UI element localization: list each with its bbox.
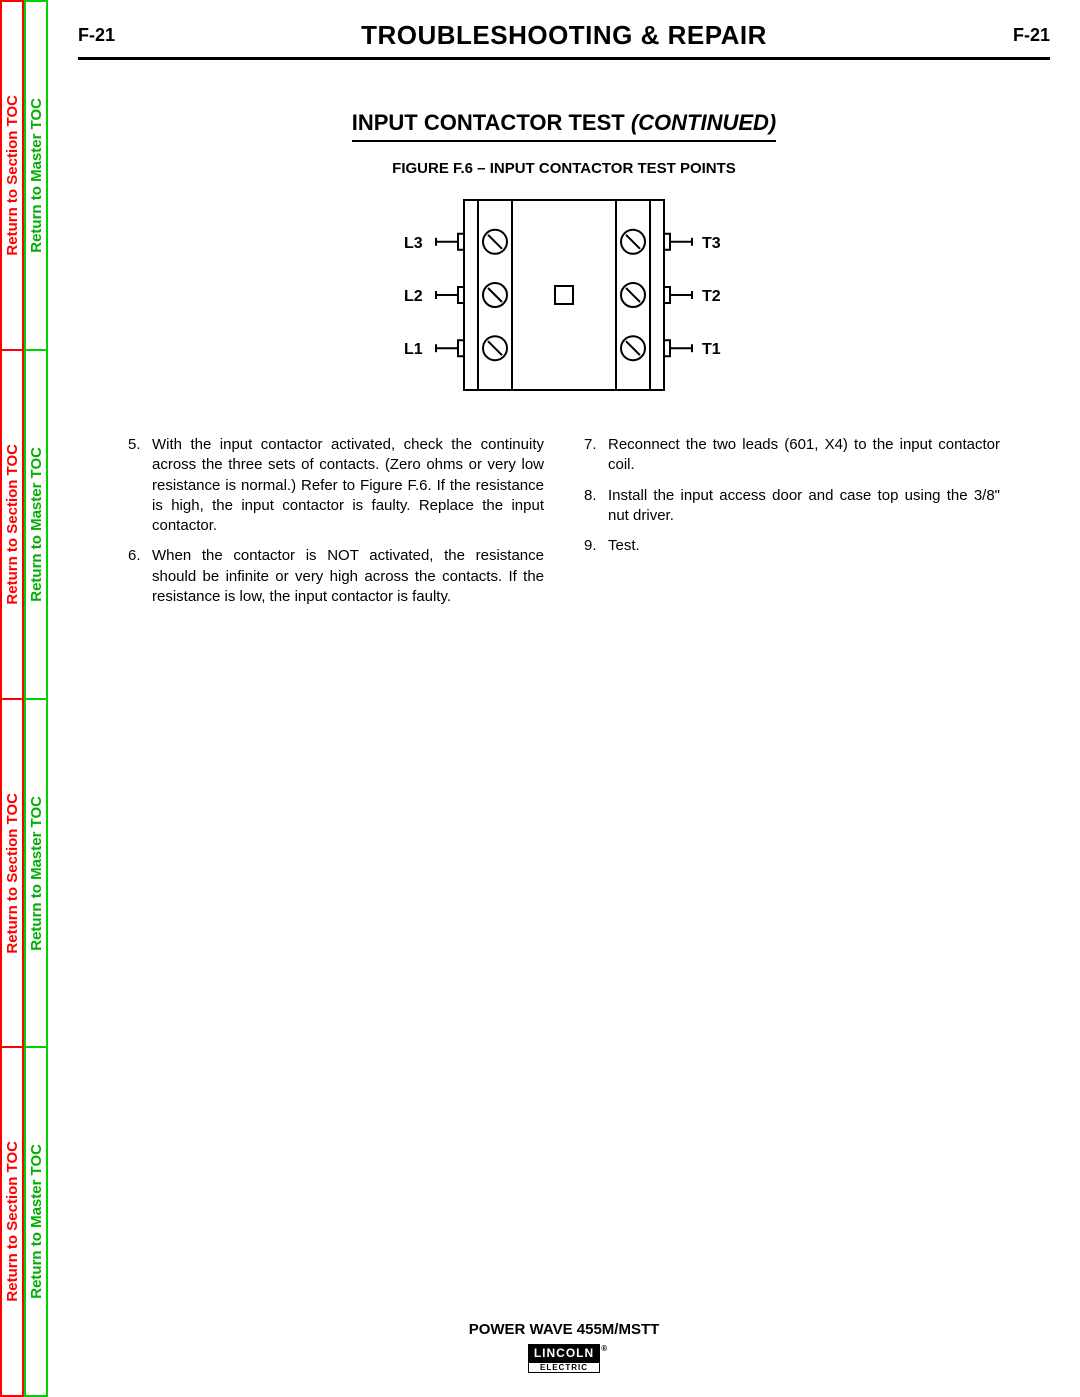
- subtitle-continued: (CONTINUED): [631, 110, 776, 135]
- procedure-list-right: 7.Reconnect the two leads (601, X4) to t…: [584, 435, 1000, 556]
- page-number-left: F-21: [78, 25, 115, 46]
- contactor-diagram: L3 T3 L2 T2 L1 T1: [78, 195, 1050, 395]
- page-footer: POWER WAVE 455M/MSTT LINCOLN ® ELECTRIC: [48, 1321, 1080, 1373]
- svg-text:L2: L2: [404, 288, 423, 305]
- page-number-right: F-21: [1013, 25, 1050, 46]
- procedure-step: 5.With the input contactor activated, ch…: [128, 435, 544, 536]
- svg-text:T2: T2: [702, 288, 721, 305]
- procedure-step: 8.Install the input access door and case…: [584, 486, 1000, 527]
- step-number: 8.: [584, 486, 608, 527]
- return-master-toc-link[interactable]: Return to Master TOC: [26, 1046, 46, 1395]
- step-number: 9.: [584, 536, 608, 556]
- svg-text:L1: L1: [404, 341, 423, 358]
- return-master-toc-link[interactable]: Return to Master TOC: [26, 349, 46, 698]
- step-number: 5.: [128, 435, 152, 536]
- procedure-step: 9.Test.: [584, 536, 1000, 556]
- return-section-toc-link[interactable]: Return to Section TOC: [2, 2, 22, 349]
- logo-top-text: LINCOLN ®: [528, 1344, 600, 1362]
- contactor-svg: L3 T3 L2 T2 L1 T1: [384, 195, 744, 395]
- return-master-toc-link[interactable]: Return to Master TOC: [26, 698, 46, 1047]
- step-number: 7.: [584, 435, 608, 476]
- right-column: 7.Reconnect the two leads (601, X4) to t…: [584, 435, 1000, 617]
- return-master-toc-link[interactable]: Return to Master TOC: [26, 2, 46, 349]
- brand-logo: LINCOLN ® ELECTRIC: [48, 1344, 1080, 1373]
- procedure-step: 6.When the contactor is NOT activated, t…: [128, 546, 544, 607]
- step-text: With the input contactor activated, chec…: [152, 435, 544, 536]
- side-navigation-tabs: Return to Section TOC Return to Section …: [0, 0, 48, 1397]
- master-toc-column: Return to Master TOC Return to Master TO…: [24, 0, 48, 1397]
- procedure-list-left: 5.With the input contactor activated, ch…: [128, 435, 544, 607]
- step-text: Install the input access door and case t…: [608, 486, 1000, 527]
- procedure-columns: 5.With the input contactor activated, ch…: [78, 435, 1050, 617]
- footer-model: POWER WAVE 455M/MSTT: [48, 1321, 1080, 1338]
- return-section-toc-link[interactable]: Return to Section TOC: [2, 349, 22, 698]
- subtitle-main: INPUT CONTACTOR TEST: [352, 110, 631, 135]
- svg-text:T1: T1: [702, 341, 721, 358]
- return-section-toc-link[interactable]: Return to Section TOC: [2, 698, 22, 1047]
- page-header: F-21 TROUBLESHOOTING & REPAIR F-21: [78, 20, 1050, 60]
- step-text: Test.: [608, 536, 640, 556]
- step-number: 6.: [128, 546, 152, 607]
- registered-icon: ®: [601, 1344, 608, 1353]
- return-section-toc-link[interactable]: Return to Section TOC: [2, 1046, 22, 1395]
- svg-text:T3: T3: [702, 235, 721, 252]
- logo-bottom-text: ELECTRIC: [528, 1362, 600, 1373]
- step-text: When the contactor is NOT activated, the…: [152, 546, 544, 607]
- procedure-step: 7.Reconnect the two leads (601, X4) to t…: [584, 435, 1000, 476]
- page-content: F-21 TROUBLESHOOTING & REPAIR F-21 INPUT…: [48, 0, 1080, 1397]
- left-column: 5.With the input contactor activated, ch…: [128, 435, 544, 617]
- section-toc-column: Return to Section TOC Return to Section …: [0, 0, 24, 1397]
- svg-text:L3: L3: [404, 235, 423, 252]
- section-title: TROUBLESHOOTING & REPAIR: [361, 20, 767, 51]
- subsection-title: INPUT CONTACTOR TEST (CONTINUED): [352, 110, 777, 142]
- figure-caption: FIGURE F.6 – INPUT CONTACTOR TEST POINTS: [78, 160, 1050, 177]
- step-text: Reconnect the two leads (601, X4) to the…: [608, 435, 1000, 476]
